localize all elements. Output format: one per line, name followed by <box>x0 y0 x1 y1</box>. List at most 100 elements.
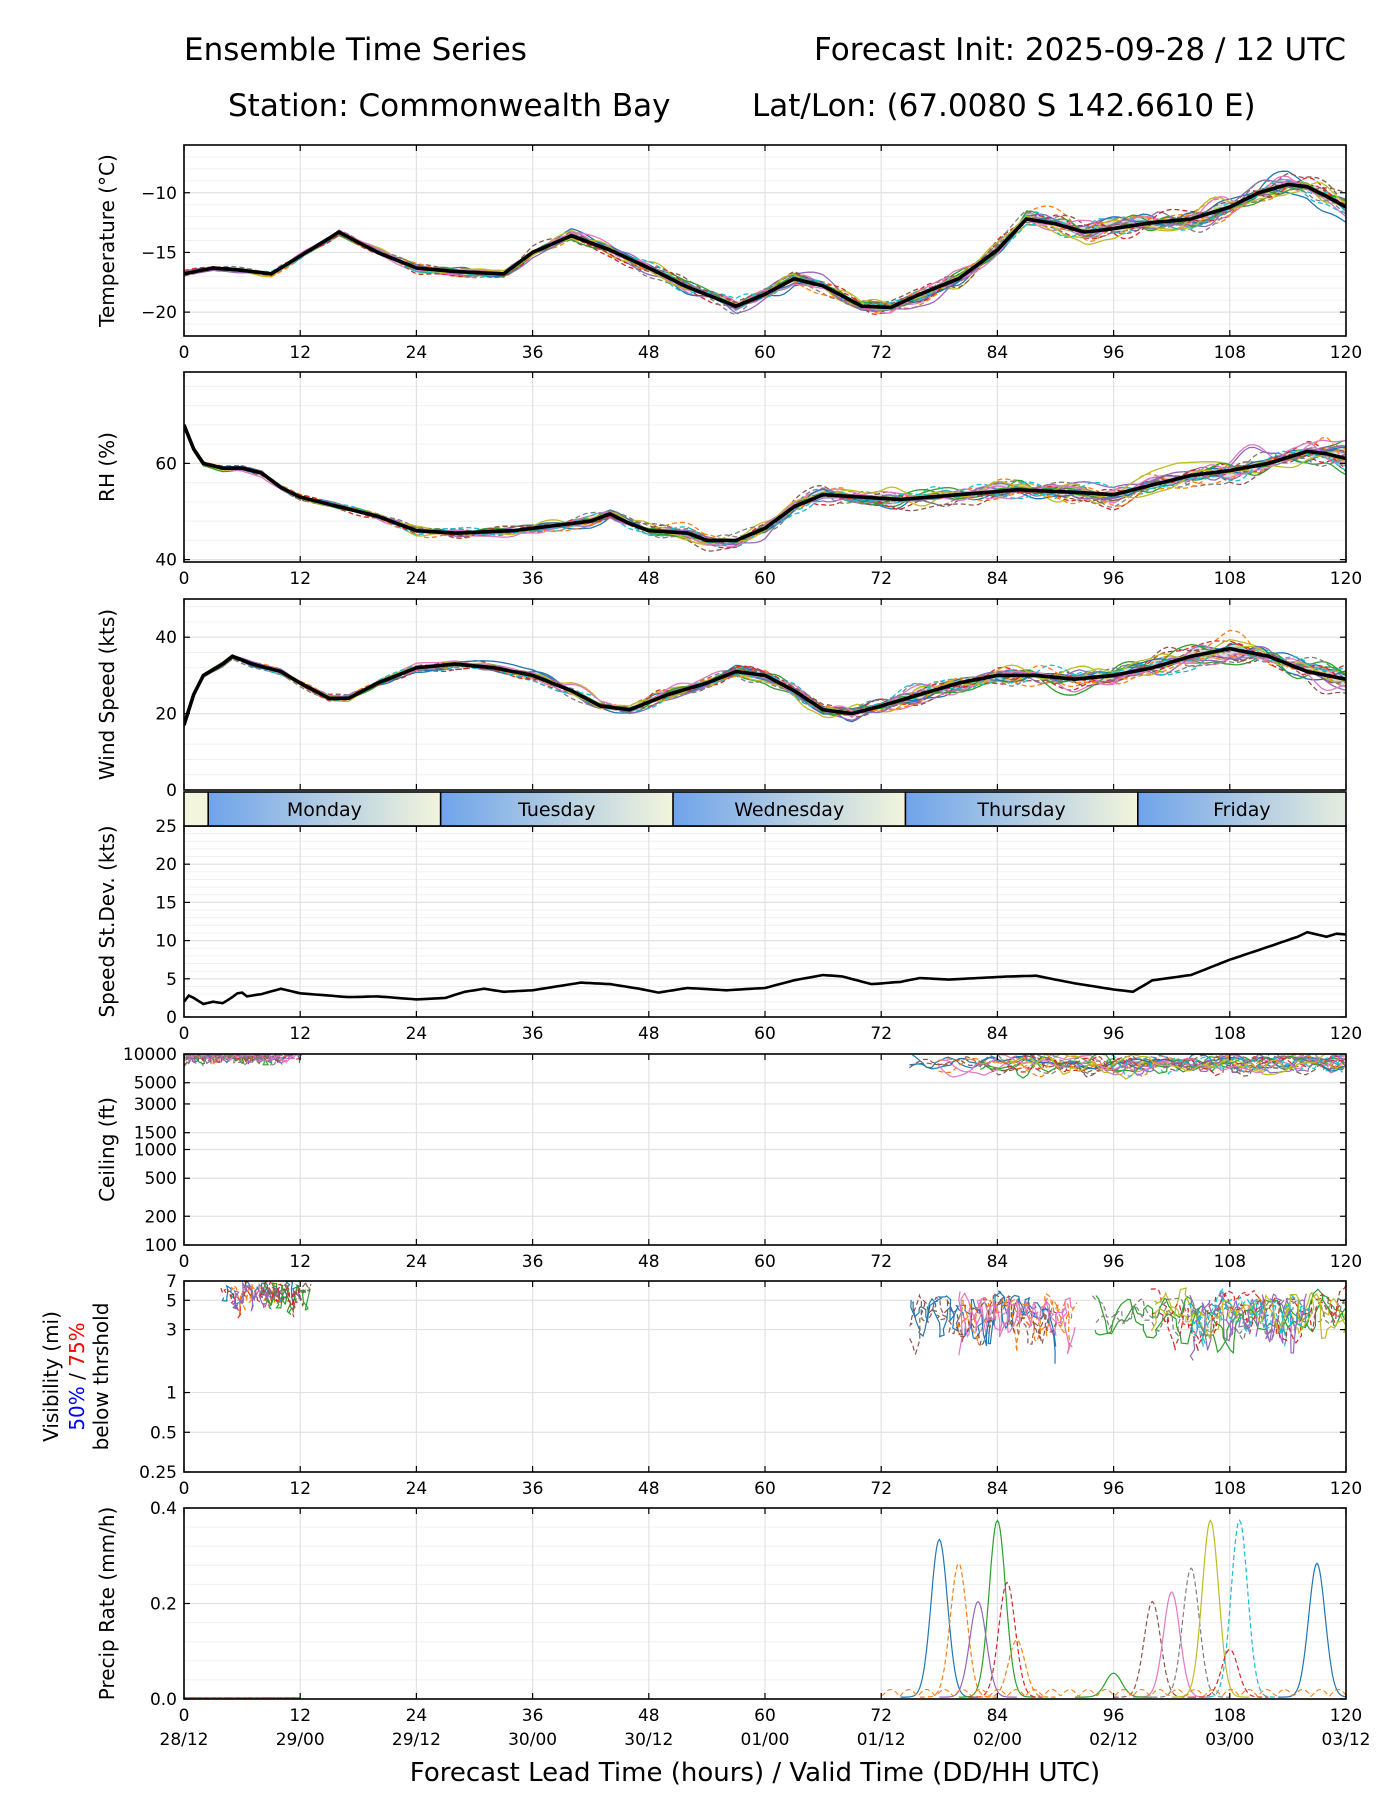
valid-time-label: 28/12 <box>160 1730 209 1750</box>
y-tick-label: 7 <box>166 1272 177 1292</box>
valid-time-label: 02/12 <box>1089 1730 1138 1750</box>
x-tick-label: 84 <box>987 1252 1009 1272</box>
valid-time-label: 03/00 <box>1205 1730 1254 1750</box>
y-tick-label: 5 <box>166 1291 177 1311</box>
x-tick-label: 12 <box>289 1252 311 1272</box>
x-tick-label: 24 <box>406 1706 428 1726</box>
x-tick-label: 36 <box>522 1024 544 1044</box>
x-axis-label: Forecast Lead Time (hours) / Valid Time … <box>410 1758 1100 1788</box>
chart-title: Ensemble Time Series <box>184 32 527 68</box>
plot-precip_rate <box>184 1519 1346 1699</box>
panel-wind_speed: 0 20 40 Wind Speed (kts) <box>95 598 1347 801</box>
plot-visibility <box>220 1281 1346 1364</box>
y-tick-label: 20 <box>155 705 177 725</box>
y-tick-label: 100 <box>145 1236 177 1256</box>
day-label-friday: Friday <box>1213 799 1271 821</box>
valid-time-label: 30/00 <box>508 1730 557 1750</box>
x-tick-label: 36 <box>522 1706 544 1726</box>
plot-wind_speed <box>184 629 1346 728</box>
y-tick-label: 40 <box>155 628 177 648</box>
y-axis-label: Wind Speed (kts) <box>95 609 119 780</box>
x-tick-label: 84 <box>987 1024 1009 1044</box>
ensemble-mean-line <box>184 646 1346 726</box>
x-tick-label: 24 <box>406 1252 428 1272</box>
x-tick-label: 108 <box>1214 1252 1246 1272</box>
precip-member-line <box>880 1688 1346 1698</box>
station-latlon: Lat/Lon: (67.0080 S 142.6610 E) <box>752 88 1256 124</box>
x-tick-label: 108 <box>1214 1479 1246 1499</box>
x-tick-label: 48 <box>638 569 660 589</box>
grid-rh <box>183 372 1347 562</box>
day-band-cells: Monday Tuesday Wednesday Thursday Friday <box>184 792 1346 826</box>
y-tick-label: 0.25 <box>139 1463 177 1483</box>
y-tick-label: 5000 <box>134 1074 177 1094</box>
x-tick-label: 120 <box>1330 569 1362 589</box>
y-axis-label: Precip Rate (mm/h) <box>95 1507 119 1701</box>
y-tick-label: 20 <box>155 855 177 875</box>
x-tick-label: 108 <box>1214 343 1246 363</box>
x-tick-label: 12 <box>289 569 311 589</box>
ensemble-member-line <box>1009 1054 1346 1076</box>
ensemble-mean-line <box>184 930 1346 1006</box>
y-tick-label: 0.4 <box>150 1499 177 1519</box>
ensemble-member-line <box>1111 1054 1346 1077</box>
ensemble-member-line <box>1189 1293 1307 1348</box>
x-tick-label: 60 <box>754 1252 776 1272</box>
y-tick-label: 1000 <box>134 1141 177 1161</box>
x-tick-label: 0 <box>179 1252 190 1272</box>
precip-member-line <box>1133 1591 1211 1698</box>
station-name: Station: Commonwealth Bay <box>228 88 671 124</box>
day-label-wednesday: Wednesday <box>734 799 844 821</box>
x-tick-label: 0 <box>179 1706 190 1726</box>
y-tick-label: 10 <box>155 932 177 952</box>
x-tick-label: 96 <box>1103 1252 1125 1272</box>
precip-member-line <box>939 1600 1017 1698</box>
panel-speed_stdev: 0 5 10 15 20 25 0 12 24 36 48 60 72 84 96 108 120 Speed S… <box>95 817 1362 1044</box>
valid-time-label: 01/00 <box>741 1730 790 1750</box>
y-tick-label: 1 <box>166 1384 177 1404</box>
y-tick-label: 0.0 <box>150 1690 177 1710</box>
x-tick-label: 12 <box>289 1706 311 1726</box>
day-label-thursday: Thursday <box>976 799 1065 821</box>
grid-ceiling <box>183 1053 1347 1246</box>
x-tick-label: 24 <box>406 343 428 363</box>
grid-precip_rate <box>183 1507 1347 1700</box>
y-tick-label: 0.5 <box>150 1423 177 1443</box>
ensemble-mean-line <box>184 424 1346 543</box>
y-axis-label: Ceiling (ft) <box>95 1097 119 1202</box>
x-tick-label: 60 <box>754 1706 776 1726</box>
x-tick-label: 12 <box>289 1479 311 1499</box>
x-tick-label: 84 <box>987 343 1009 363</box>
ensemble-member-line <box>1094 1288 1346 1355</box>
y-axis-label: RH (%) <box>95 432 119 502</box>
y-tick-label: 0 <box>166 1008 177 1028</box>
plot-speed_stdev <box>184 930 1346 1006</box>
x-tick-label: 108 <box>1214 1024 1246 1044</box>
x-tick-label: 84 <box>987 1479 1009 1499</box>
ensemble-member-line <box>937 1054 1346 1078</box>
precip-member-line <box>900 1538 978 1698</box>
y-tick-label: 5 <box>166 970 177 990</box>
x-tick-label: 24 <box>406 1479 428 1499</box>
ensemble-member-line <box>958 1291 1076 1355</box>
day-band-frame <box>183 791 1347 827</box>
x-tick-label: 120 <box>1330 343 1362 363</box>
ensemble-member-line <box>1095 1296 1346 1337</box>
x-tick-label: 48 <box>638 1024 660 1044</box>
x-tick-label: 72 <box>870 343 892 363</box>
valid-time-label: 03/12 <box>1322 1730 1371 1750</box>
day-label-tuesday: Tuesday <box>517 799 595 821</box>
label-50-percent: 50% <box>65 1386 89 1430</box>
ensemble-member-line <box>1006 1054 1346 1077</box>
x-tick-label: 36 <box>522 1479 544 1499</box>
day-segment <box>1137 792 1346 826</box>
ensemble-mean-line <box>184 182 1346 310</box>
x-tick-label: 24 <box>406 569 428 589</box>
ensemble-member-line <box>184 183 1346 309</box>
y-axis-label: Temperature (°C) <box>95 154 119 328</box>
y-tick-label: −20 <box>141 303 177 323</box>
precip-member-line <box>1171 1519 1250 1698</box>
y-tick-label: 3000 <box>134 1095 177 1115</box>
precip-member-line <box>1200 1519 1279 1698</box>
